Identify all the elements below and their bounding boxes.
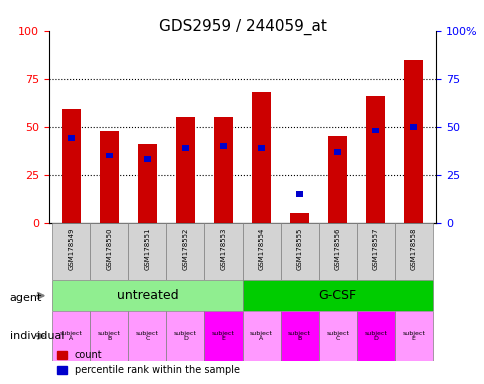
Text: subject
A: subject A [60,331,83,341]
Text: GSM178554: GSM178554 [258,227,264,270]
Bar [219,143,227,149]
FancyBboxPatch shape [128,223,166,280]
FancyBboxPatch shape [90,223,128,280]
Bar [176,117,195,223]
Bar [403,60,423,223]
FancyBboxPatch shape [242,280,432,311]
Bar [257,145,265,151]
Text: individual: individual [10,331,64,341]
Bar [100,131,119,223]
Text: GSM178551: GSM178551 [144,227,150,270]
Text: subject
A: subject A [250,331,272,341]
Text: GSM178555: GSM178555 [296,227,302,270]
Bar [289,213,308,223]
Text: agent: agent [10,293,42,303]
Text: subject
D: subject D [174,331,197,341]
FancyBboxPatch shape [242,223,280,280]
FancyBboxPatch shape [318,223,356,280]
Text: subject
E: subject E [401,331,424,341]
Bar [182,145,189,151]
Text: subject
B: subject B [98,331,121,341]
Text: GSM178556: GSM178556 [334,227,340,270]
Bar [371,127,378,134]
Bar [327,136,347,223]
FancyBboxPatch shape [204,311,242,361]
Legend: count, percentile rank within the sample: count, percentile rank within the sample [53,346,243,379]
Text: subject
E: subject E [212,331,234,341]
FancyBboxPatch shape [394,223,432,280]
Text: untreated: untreated [116,289,178,302]
FancyBboxPatch shape [356,311,394,361]
FancyBboxPatch shape [356,223,394,280]
Bar [409,124,417,130]
FancyBboxPatch shape [166,311,204,361]
Text: GSM178549: GSM178549 [68,227,74,270]
Text: subject
C: subject C [136,331,159,341]
Bar [213,117,232,223]
FancyBboxPatch shape [90,311,128,361]
FancyBboxPatch shape [52,223,90,280]
FancyBboxPatch shape [166,223,204,280]
FancyBboxPatch shape [280,223,318,280]
FancyBboxPatch shape [280,311,318,361]
Bar [333,149,341,155]
Bar [143,157,151,162]
Text: subject
D: subject D [363,331,386,341]
Text: GDS2959 / 244059_at: GDS2959 / 244059_at [158,19,326,35]
FancyBboxPatch shape [242,311,280,361]
Text: GSM178557: GSM178557 [372,227,378,270]
FancyBboxPatch shape [52,280,242,311]
Text: subject
C: subject C [325,331,348,341]
FancyBboxPatch shape [204,223,242,280]
FancyBboxPatch shape [318,311,356,361]
FancyBboxPatch shape [128,311,166,361]
Text: subject
B: subject B [287,331,310,341]
Bar [295,191,302,197]
Bar [61,109,81,223]
Bar [106,153,113,159]
FancyBboxPatch shape [394,311,432,361]
FancyBboxPatch shape [52,311,90,361]
Text: GSM178552: GSM178552 [182,227,188,270]
Text: G-CSF: G-CSF [318,289,356,302]
Text: GSM178553: GSM178553 [220,227,226,270]
Bar [67,136,75,141]
Bar [252,92,271,223]
Text: GSM178558: GSM178558 [410,227,416,270]
Text: GSM178550: GSM178550 [106,227,112,270]
Bar [137,144,157,223]
Bar [365,96,384,223]
